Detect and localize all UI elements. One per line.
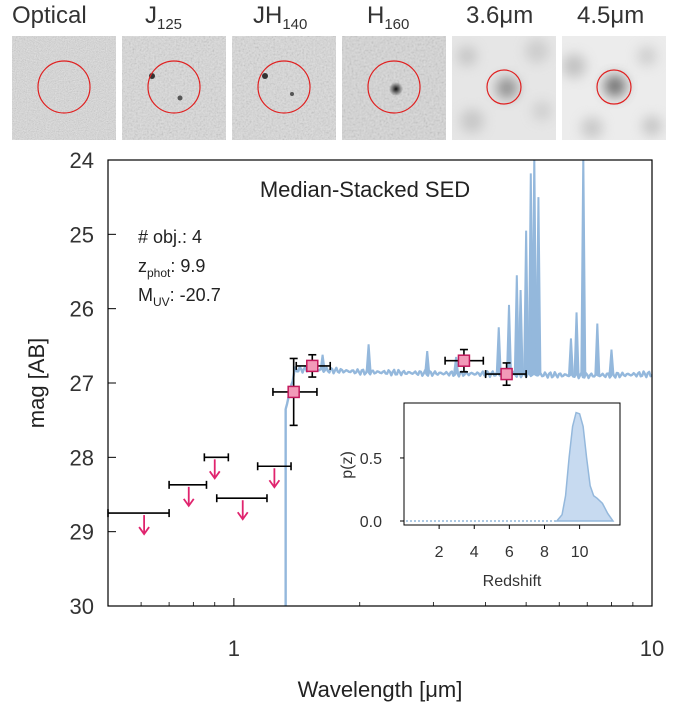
emission-line xyxy=(523,230,530,375)
stamp-image-4p5um xyxy=(562,36,666,140)
stamp-label-4p5um: 4.5μm xyxy=(577,2,645,29)
emission-line xyxy=(506,304,513,375)
stamp-image-h160 xyxy=(342,36,446,140)
x-axis-label: Wavelength [μm] xyxy=(298,677,463,702)
aperture-circle xyxy=(257,60,311,114)
stamp-label-h160: H160 xyxy=(367,2,410,33)
emission-line xyxy=(608,349,615,376)
detection-marker xyxy=(444,348,485,373)
detection-marker xyxy=(484,362,527,387)
emission-line xyxy=(424,350,431,374)
upper-limit-arrowhead xyxy=(209,470,221,480)
zphot-annotation: zphot: 9.9 xyxy=(138,256,205,280)
emission-line xyxy=(567,338,574,376)
y-tick-label: 27 xyxy=(70,371,94,396)
detection-marker xyxy=(295,353,332,378)
inset-x-label: Redshift xyxy=(483,573,542,590)
emission-line xyxy=(573,312,580,376)
y-tick-label: 25 xyxy=(70,222,94,247)
chart-title: Median-Stacked SED xyxy=(260,177,470,202)
upper-limit-marker xyxy=(215,494,268,521)
upper-limit-arrowhead xyxy=(268,479,281,489)
aperture-circle xyxy=(37,60,91,114)
inset-x-tick-label: 2 xyxy=(435,544,444,561)
aperture-circle xyxy=(596,69,632,105)
aperture-circle xyxy=(367,60,421,114)
stamp-label-j125: J125 xyxy=(145,2,183,33)
model-spectrum xyxy=(284,365,652,606)
stamp-label-3p6um: 3.6μm xyxy=(466,2,534,29)
inset-x-tick-label: 6 xyxy=(505,544,514,561)
x-tick-label: 10 xyxy=(640,636,664,661)
inset-x-tick-label: 10 xyxy=(571,544,589,561)
y-tick-label: 30 xyxy=(70,594,94,619)
muv-annotation: MUV: -20.7 xyxy=(138,285,221,309)
stamp-image-optical xyxy=(12,36,116,140)
upper-limit-marker xyxy=(203,453,230,480)
aperture-circle xyxy=(147,60,201,114)
inset-x-tick-label: 4 xyxy=(470,544,479,561)
detection-square xyxy=(457,354,471,367)
inset-y-label: p(z) xyxy=(339,451,356,479)
stamp-image-j125 xyxy=(122,36,226,140)
emission-line xyxy=(517,290,524,375)
stamp-image-jh140 xyxy=(232,36,336,140)
stamp-label-jh140: JH140 xyxy=(253,2,308,33)
emission-line xyxy=(535,197,542,375)
inset-y-tick-label: 0.5 xyxy=(360,451,382,468)
inset-x-tick-label: 8 xyxy=(540,544,549,561)
inset-y-tick-label: 0.0 xyxy=(360,514,382,531)
emission-line xyxy=(531,160,538,375)
detection-square xyxy=(500,367,513,381)
upper-limit-arrowhead xyxy=(138,526,150,536)
detection-square xyxy=(306,359,319,373)
emission-line xyxy=(513,275,520,375)
emission-line xyxy=(319,354,326,370)
y-tick-label: 28 xyxy=(70,445,94,470)
emission-line xyxy=(453,356,460,374)
y-tick-label: 26 xyxy=(70,297,94,322)
emission-line xyxy=(365,344,372,373)
y-tick-label: 29 xyxy=(70,520,94,545)
pz-distribution xyxy=(555,411,615,522)
emission-line xyxy=(495,327,502,375)
y-axis-label: mag [AB] xyxy=(24,338,49,428)
aperture-circle xyxy=(486,69,522,105)
emission-line xyxy=(580,160,587,376)
stamp-image-3p6um xyxy=(452,36,556,140)
upper-limit-arrowhead xyxy=(236,511,249,521)
upper-limit-arrowhead xyxy=(183,498,195,508)
stamp-label-optical: Optical xyxy=(12,2,87,29)
upper-limit-marker xyxy=(256,462,292,489)
detection-square xyxy=(287,385,300,399)
detection-marker xyxy=(272,357,318,427)
upper-limit-marker xyxy=(107,509,170,536)
x-tick-label: 1 xyxy=(228,636,240,661)
emission-line xyxy=(594,323,601,376)
nobj-annotation: # obj.: 4 xyxy=(138,227,202,247)
y-tick-label: 24 xyxy=(70,148,94,173)
upper-limit-marker xyxy=(168,480,208,508)
